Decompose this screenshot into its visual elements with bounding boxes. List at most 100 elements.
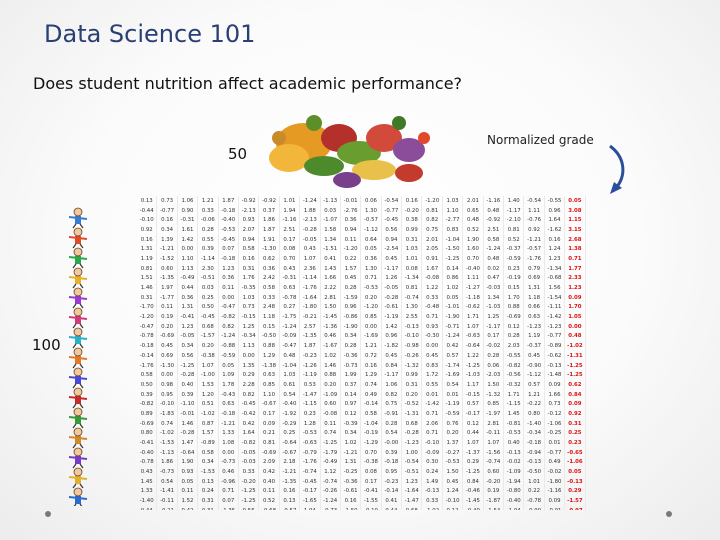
- table-cell: 0.65: [462, 205, 484, 216]
- table-cell: 0.16: [156, 215, 178, 226]
- table-cell: 1.10: [258, 389, 280, 400]
- table-row: -0.82 -0.10 -1.10 0.51 0.63 -0.45 -0.67 -0.40 -1…: [137, 399, 586, 410]
- table-cell: -0.43: [218, 389, 239, 400]
- table-cell: 0.63: [279, 283, 301, 293]
- table-cell: 0.00: [360, 321, 382, 332]
- table-cell: 0.13: [279, 496, 301, 506]
- table-cell: 0.28: [381, 418, 403, 429]
- table-cell: -0.13: [544, 360, 566, 371]
- table-cell: 1.18: [258, 312, 280, 322]
- table-cell: -0.69: [503, 312, 525, 322]
- table-cell: -1.03: [483, 302, 505, 313]
- table-cell: 1.22: [462, 351, 484, 361]
- table-cell: -1.21: [218, 418, 239, 429]
- table-cell: -1.25: [320, 438, 341, 448]
- table-cell: 0.27: [279, 302, 301, 313]
- table-cell: 1.46: [137, 283, 158, 293]
- table-cell: 0.34: [197, 457, 219, 468]
- table-cell: -0.53: [360, 283, 382, 293]
- table-cell: 1.99: [340, 370, 362, 381]
- table-cell: -0.89: [544, 341, 566, 351]
- table-cell: 1.25: [483, 312, 505, 322]
- table-cell: -1.57: [197, 331, 219, 342]
- table-cell: 1.06: [381, 380, 403, 390]
- table-cell: -0.74: [299, 467, 321, 477]
- table-cell: 0.41: [320, 254, 341, 264]
- table-cell: 0.90: [177, 205, 199, 216]
- table-cell: 0.82: [381, 389, 403, 400]
- table-cell: 0.45: [523, 351, 545, 361]
- table-cell: -0.45: [299, 476, 321, 487]
- table-cell: -1.62: [544, 225, 566, 235]
- table-cell: 1.61: [177, 225, 199, 235]
- table-cell: -1.11: [544, 302, 566, 313]
- table-cell: -0.80: [503, 486, 525, 497]
- table-cell: -0.05: [238, 447, 260, 458]
- table-cell: 1.53: [197, 380, 219, 390]
- grade-cell: 1.77: [564, 263, 586, 274]
- table-cell: 0.94: [381, 234, 403, 245]
- table-cell: 0.99: [401, 225, 423, 235]
- table-cell: 0.19: [483, 486, 505, 497]
- table-cell: 1.24: [442, 486, 464, 497]
- table-cell: -1.17: [381, 263, 403, 274]
- table-cell: 0.89: [137, 409, 158, 419]
- table-cell: -1.50: [442, 244, 464, 255]
- table-cell: -1.94: [503, 506, 525, 510]
- table-cell: -1.23: [544, 321, 566, 332]
- table-cell: -1.40: [523, 418, 545, 429]
- table-cell: -0.73: [340, 360, 362, 371]
- table-cell: 1.42: [177, 234, 199, 245]
- table-cell: 0.98: [156, 380, 178, 390]
- grade-cell: 1.70: [564, 302, 586, 313]
- table-cell: -0.02: [483, 341, 505, 351]
- table-cell: 0.06: [360, 196, 382, 206]
- table-cell: -0.62: [544, 351, 566, 361]
- table-cell: -0.63: [462, 331, 484, 342]
- table-cell: -1.67: [320, 341, 341, 351]
- table-cell: -1.23: [401, 438, 423, 448]
- table-cell: 1.11: [523, 205, 545, 216]
- table-cell: 1.21: [523, 389, 545, 400]
- table-cell: 0.92: [137, 225, 158, 235]
- table-cell: 0.73: [544, 399, 566, 410]
- table-cell: 2.06: [421, 418, 443, 429]
- table-cell: 0.08: [279, 244, 301, 255]
- table-cell: 0.50: [197, 302, 219, 313]
- table-cell: 0.80: [137, 428, 158, 439]
- student-figure: [68, 207, 88, 229]
- table-cell: 0.54: [381, 428, 403, 439]
- grade-cell: -1.25: [564, 370, 586, 381]
- table-cell: -0.23: [381, 476, 403, 487]
- table-cell: 1.10: [442, 205, 464, 216]
- table-cell: 0.54: [156, 476, 178, 487]
- table-cell: 0.85: [360, 312, 382, 322]
- table-row: -0.40 -1.13 -0.64 0.58 0.00 -0.05 -0.69 -0.67 -0…: [137, 447, 586, 458]
- table-cell: 0.82: [218, 321, 239, 332]
- table-cell: 1.52: [177, 496, 199, 506]
- table-cell: -0.18: [381, 457, 403, 468]
- table-cell: 0.16: [137, 234, 158, 245]
- table-cell: -0.40: [279, 399, 301, 410]
- table-cell: 0.31: [401, 234, 423, 245]
- table-cell: 0.02: [483, 263, 505, 274]
- table-cell: 0.25: [197, 292, 219, 303]
- table-cell: 0.37: [258, 205, 280, 216]
- table-cell: -0.82: [137, 399, 158, 410]
- table-cell: 0.11: [320, 418, 341, 429]
- table-cell: 0.34: [340, 428, 362, 439]
- table-cell: 1.07: [299, 254, 321, 264]
- table-cell: 1.25: [238, 321, 260, 332]
- table-cell: 0.72: [360, 351, 382, 361]
- table-cell: -0.50: [523, 467, 545, 477]
- table-cell: -1.35: [299, 331, 321, 342]
- table-cell: 1.30: [360, 263, 382, 274]
- table-cell: 1.94: [299, 506, 321, 510]
- table-cell: -0.40: [462, 506, 484, 510]
- table-cell: 1.86: [156, 457, 178, 468]
- table-cell: 0.75: [421, 225, 443, 235]
- table-cell: -0.18: [218, 409, 239, 419]
- table-cell: 0.17: [360, 476, 382, 487]
- table-cell: -0.98: [401, 341, 423, 351]
- table-cell: -0.13: [401, 321, 423, 332]
